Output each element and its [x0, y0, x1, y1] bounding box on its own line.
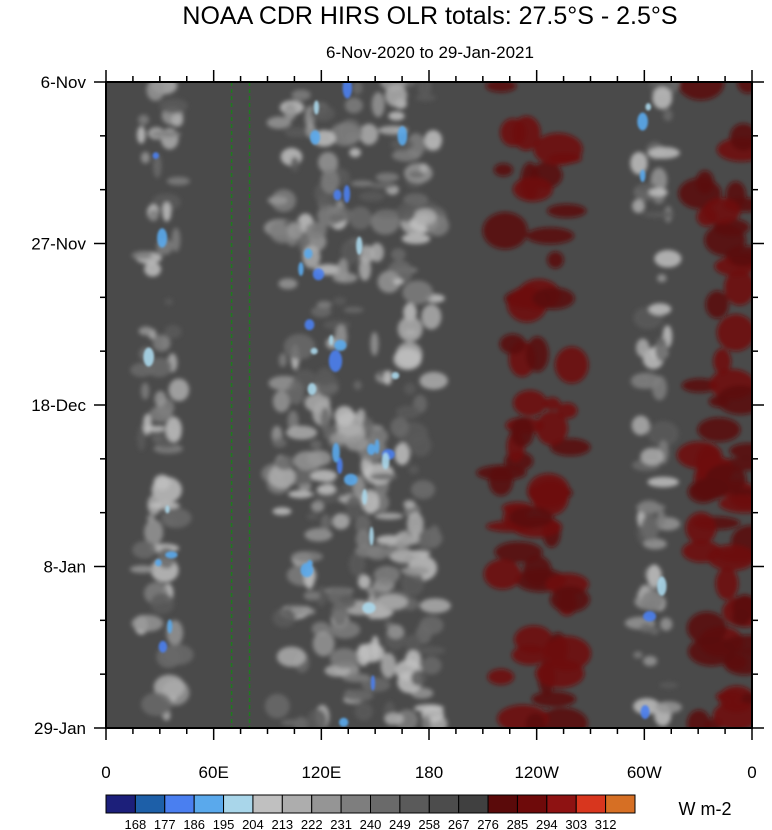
colorbar-swatch [105, 794, 136, 814]
colorbar-level-label: 213 [271, 817, 293, 830]
chart-subtitle: 6-Nov-2020 to 29-Jan-2021 [326, 43, 534, 62]
colorbar-level-label: 168 [125, 817, 147, 830]
colorbar-level-label: 312 [595, 817, 617, 830]
colorbar-swatch [458, 794, 489, 814]
colorbar-level-label: 276 [477, 817, 499, 830]
colorbar-swatch [223, 794, 254, 814]
clear-sky-atlantic [676, 82, 752, 728]
colorbar-swatch [546, 794, 577, 814]
colorbar-swatch [428, 794, 460, 814]
colorbar-swatch [487, 794, 518, 814]
colorbar-swatch [340, 794, 372, 814]
colorbar-swatch [516, 794, 548, 814]
convective-band-south-america [624, 82, 683, 727]
colorbar-swatch [252, 794, 283, 814]
colorbar-level-label: 186 [183, 817, 205, 830]
colorbar-level-label: 177 [154, 817, 176, 830]
y-tick-label: 27-Nov [31, 235, 86, 254]
y-axis: 6-Nov 27-Nov 18-Dec 8-Jan 29-Jan [31, 73, 764, 738]
y-tick-label: 18-Dec [31, 396, 86, 415]
x-tick-label: 120W [514, 763, 558, 782]
y-tick-label: 29-Jan [34, 719, 86, 738]
y-tick-label: 8-Jan [43, 558, 86, 577]
colorbar-swatch [605, 794, 636, 814]
colorbar-swatch [370, 794, 401, 814]
colorbar-swatch [311, 794, 342, 814]
x-tick-label: 0 [747, 763, 756, 782]
colorbar-level-label: 249 [389, 817, 411, 830]
x-tick-label: 180 [415, 763, 443, 782]
colorbar-level-label: 267 [448, 817, 470, 830]
x-tick-label: 60W [627, 763, 662, 782]
colorbar: 168 177 186 195 204 213 222 231 240 249 258 267 276 2… [105, 794, 636, 830]
colorbar-level-label: 294 [536, 817, 558, 830]
colorbar-level-label: 204 [242, 817, 264, 830]
convective-band-south-america-core [637, 103, 667, 720]
colorbar-level-label: 240 [360, 817, 382, 830]
colorbar-level-label: 303 [565, 817, 587, 830]
olr-field [106, 82, 752, 728]
reference-band [230, 82, 251, 728]
colorbar-swatch [193, 794, 225, 814]
y-tick-label: 6-Nov [41, 73, 87, 92]
colorbar-swatch [399, 794, 430, 814]
x-tick-label: 0 [101, 763, 110, 782]
x-tick-label: 120E [301, 763, 341, 782]
colorbar-level-label: 222 [301, 817, 323, 830]
colorbar-units: W m-2 [679, 799, 732, 819]
colorbar-swatch [281, 794, 313, 814]
convective-band-maritime-core [298, 82, 408, 727]
colorbar-level-label: 285 [507, 817, 529, 830]
x-tick-label: 60E [199, 763, 229, 782]
colorbar-level-label: 195 [213, 817, 235, 830]
colorbar-swatch [134, 794, 166, 814]
chart-title: NOAA CDR HIRS OLR totals: 27.5°S - 2.5°S [182, 2, 677, 30]
colorbar-level-label: 231 [330, 817, 352, 830]
colorbar-swatch [575, 794, 607, 814]
colorbar-swatch [164, 794, 195, 814]
convective-band-africa-core [143, 152, 178, 653]
clear-sky-east-pacific [476, 82, 591, 728]
x-axis: 0 60E 120E 180 120W 60W 0 [101, 70, 757, 782]
colorbar-level-label: 258 [418, 817, 440, 830]
